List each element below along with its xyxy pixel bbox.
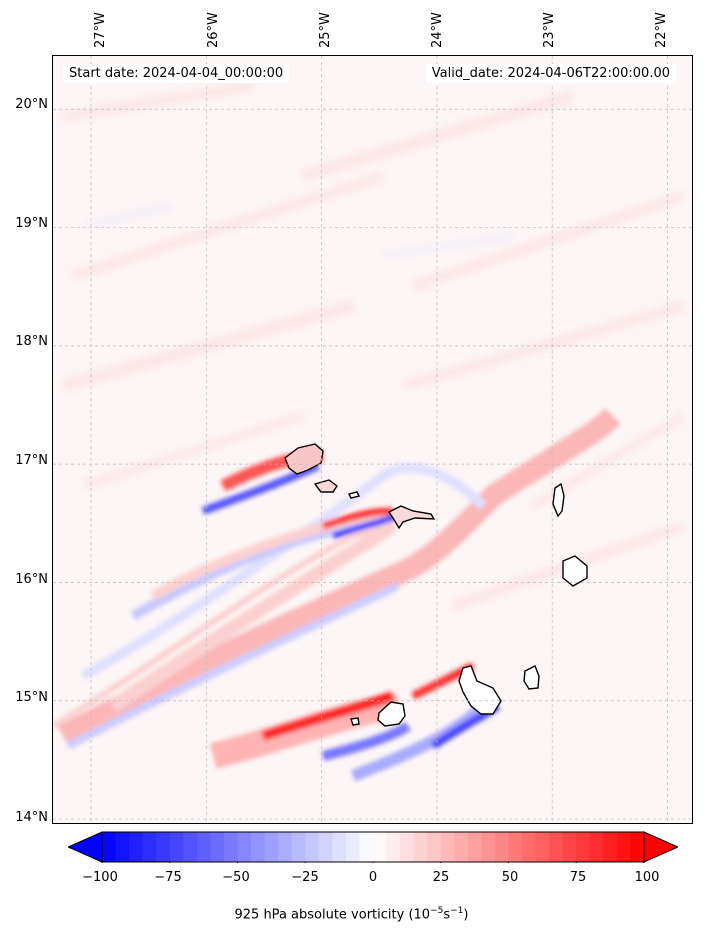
- colorbar-cell: [427, 832, 442, 862]
- colorbar-cell: [210, 832, 225, 862]
- coastlines: [284, 443, 588, 727]
- lat-label-15n: 15°N: [15, 690, 48, 705]
- colorbar-cell: [522, 832, 537, 862]
- colorbar-cell: [386, 832, 401, 862]
- colorbar-label: 925 hPa absolute vorticity (10−5s−1): [234, 906, 469, 923]
- colorbar-cell: [508, 832, 523, 862]
- colorbar-cell: [223, 832, 238, 862]
- colorbar-tick: 100: [634, 870, 660, 885]
- colorbar-tick: −25: [291, 870, 319, 885]
- colorbar-cell: [630, 832, 645, 862]
- colorbar-cell: [576, 832, 591, 862]
- colorbar-cell: [535, 832, 550, 862]
- colorbar-cell: [549, 832, 564, 862]
- colorbar: [68, 831, 678, 863]
- colorbar-cell: [494, 832, 509, 862]
- valid-date-label: Valid_date: 2024-04-06T22:00:00.00: [425, 64, 676, 83]
- colorbar-tick: −100: [82, 870, 118, 885]
- lat-label-18n: 18°N: [15, 334, 48, 349]
- island-brava: [350, 717, 360, 726]
- colorbar-cell: [440, 832, 455, 862]
- colorbar-cell: [291, 832, 306, 862]
- colorbar-tick: −50: [222, 870, 250, 885]
- colorbar-cell: [183, 832, 198, 862]
- lon-label-23w: 23°W: [542, 12, 557, 48]
- colorbar-cell: [373, 832, 388, 862]
- island-sao-nicolau: [387, 505, 436, 530]
- colorbar-cell: [264, 832, 279, 862]
- lat-label-19n: 19°N: [15, 216, 48, 231]
- colorbar-cell: [400, 832, 415, 862]
- map-panel: Start date: 2024-04-04_00:00:00 Valid_da…: [52, 55, 693, 824]
- colorbar-cell: [616, 832, 631, 862]
- lat-label-16n: 16°N: [15, 572, 48, 587]
- island-santiago: [458, 665, 502, 715]
- colorbar-cell: [278, 832, 293, 862]
- colorbar-cell: [169, 832, 184, 862]
- colorbar-cell: [589, 832, 604, 862]
- colorbar-cell: [129, 832, 144, 862]
- colorbar-cell: [481, 832, 496, 862]
- colorbar-cell: [332, 832, 347, 862]
- colorbar-cell: [196, 832, 211, 862]
- colorbar-cell: [467, 832, 482, 862]
- island-sal: [552, 482, 565, 518]
- colorbar-cell: [603, 832, 618, 862]
- colorbar-cell: [102, 832, 117, 862]
- lon-label-24w: 24°W: [430, 12, 445, 48]
- island-fogo: [377, 701, 406, 727]
- island-sao-vicente: [313, 479, 338, 493]
- island-maio: [523, 665, 540, 690]
- lon-label-27w: 27°W: [93, 12, 108, 48]
- lon-label-26w: 26°W: [206, 12, 221, 48]
- colorbar-arrow-high: [643, 831, 678, 863]
- colorbar-cell: [305, 832, 320, 862]
- gridlines: [53, 56, 692, 823]
- vorticity-bands: [53, 408, 621, 782]
- lat-label-14n: 14°N: [15, 810, 48, 825]
- colorbar-tick: 25: [432, 870, 450, 885]
- colorbar-cell: [156, 832, 171, 862]
- start-date-label: Start date: 2024-04-04_00:00:00: [63, 64, 290, 83]
- island-santo-antao: [284, 443, 324, 475]
- lat-label-17n: 17°N: [15, 453, 48, 468]
- colorbar-cell: [318, 832, 333, 862]
- lon-label-25w: 25°W: [318, 12, 333, 48]
- colorbar-tick: 75: [569, 870, 587, 885]
- colorbar-cell: [251, 832, 266, 862]
- lat-label-20n: 20°N: [15, 97, 48, 112]
- colorbar-cell: [454, 832, 469, 862]
- colorbar-cell: [345, 832, 360, 862]
- colorbar-cell: [237, 832, 252, 862]
- colorbar-cell: [359, 832, 374, 862]
- colorbar-cell: [142, 832, 157, 862]
- colorbar-arrow-low: [68, 831, 103, 863]
- colorbar-tick: 0: [368, 870, 378, 885]
- island-santa-luzia: [347, 491, 361, 499]
- colorbar-cell: [413, 832, 428, 862]
- colorbar-cell: [115, 832, 130, 862]
- lon-label-22w: 22°W: [654, 12, 669, 48]
- colorbar-cell: [562, 832, 577, 862]
- vorticity-field: [53, 56, 692, 823]
- colorbar-tick: 50: [501, 870, 519, 885]
- island-boa-vista: [562, 555, 588, 587]
- colorbar-tick: −75: [154, 870, 182, 885]
